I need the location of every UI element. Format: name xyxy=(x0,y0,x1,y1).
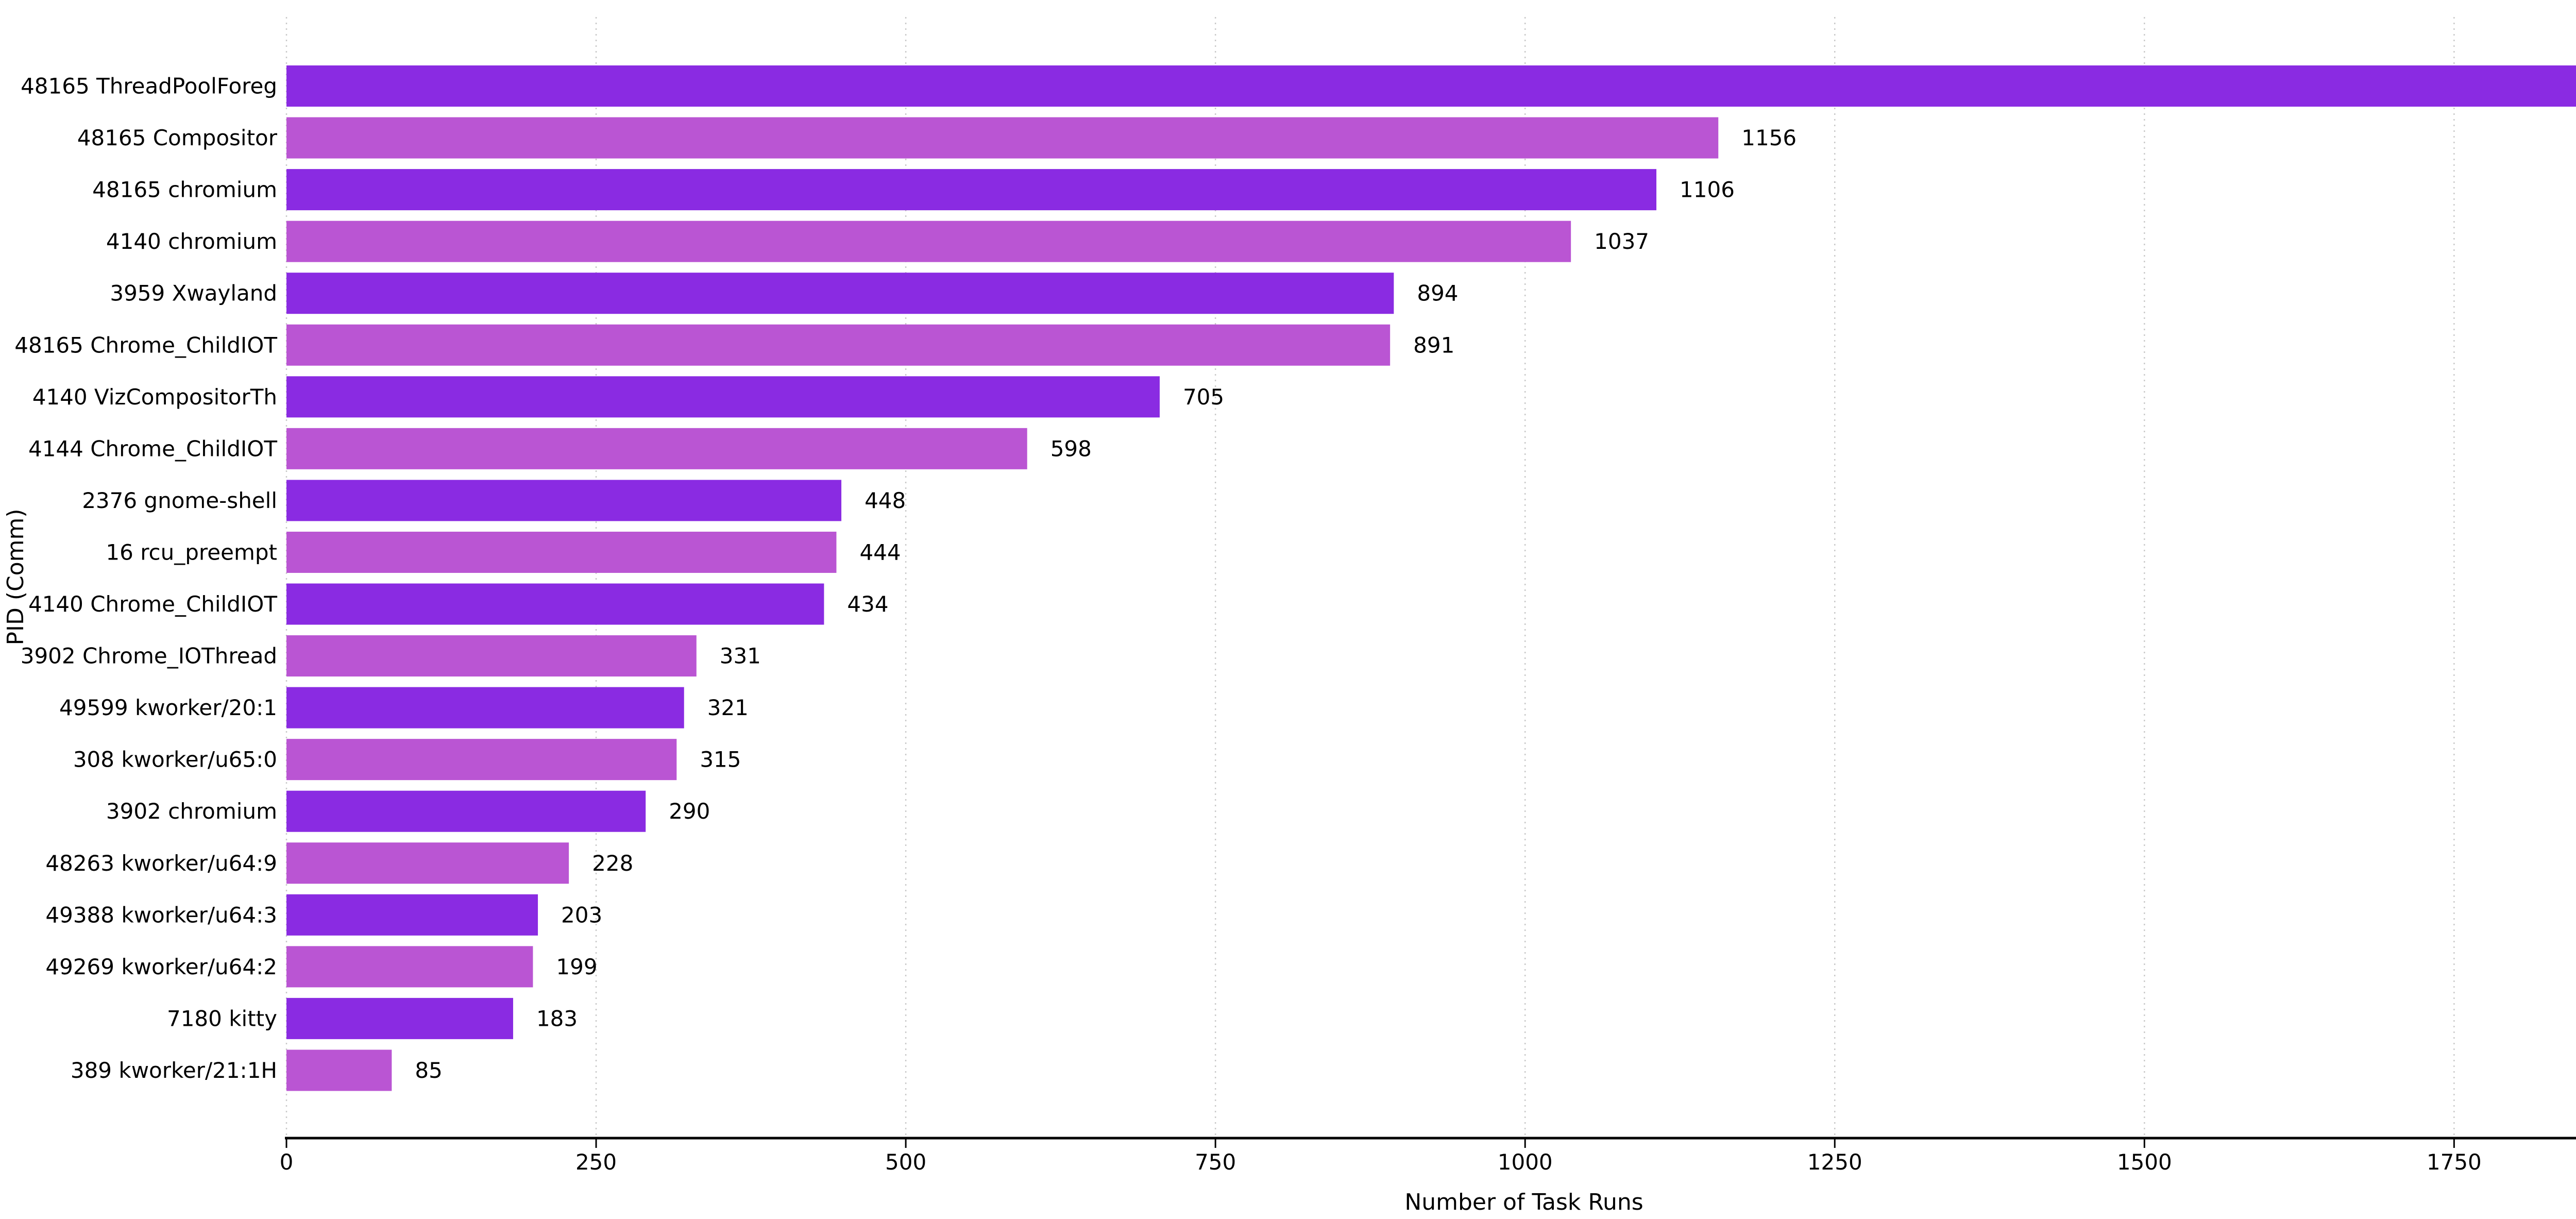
bar xyxy=(286,946,533,988)
bar xyxy=(286,221,1571,262)
y-tick-label: 48165 Compositor xyxy=(77,125,278,150)
bar xyxy=(286,739,677,781)
bar-value-label: 228 xyxy=(592,851,633,876)
bar xyxy=(286,169,1657,211)
x-axis: 0 250 500 750 1000 1250 1500 1750 xyxy=(280,1137,2576,1175)
x-tick-label: 1000 xyxy=(1498,1149,1553,1175)
y-axis-title: PID (Comm) xyxy=(3,509,29,645)
bar xyxy=(286,790,646,832)
y-tick-label: 49269 kworker/u64:2 xyxy=(45,954,277,979)
bar xyxy=(286,531,837,573)
bar-value-label: 321 xyxy=(707,695,749,720)
bar-value-label: 434 xyxy=(847,591,888,617)
y-tick-label: 4140 VizCompositorTh xyxy=(32,384,277,410)
bar-value-label: 315 xyxy=(700,747,741,772)
y-tick-label: 49599 kworker/20:1 xyxy=(59,695,277,720)
x-tick-label: 1500 xyxy=(2117,1149,2172,1175)
bar-value-label: 331 xyxy=(720,644,761,669)
y-tick-label: 4144 Chrome_ChildIOT xyxy=(28,436,277,461)
bar xyxy=(286,842,569,884)
bar xyxy=(286,376,1160,418)
bar-value-label: 290 xyxy=(669,799,710,824)
y-tick-label: 4140 chromium xyxy=(106,229,277,254)
y-tick-label: 49388 kworker/u64:3 xyxy=(45,902,277,927)
bar xyxy=(286,1049,392,1091)
y-tick-label: 3959 Xwayland xyxy=(110,281,277,306)
y-tick-label: 48165 chromium xyxy=(92,177,277,202)
x-tick-label: 1250 xyxy=(1807,1149,1862,1175)
y-tick-labels: 48165 ThreadPoolForeg 48165 Compositor 481… xyxy=(14,74,277,1083)
bar xyxy=(286,324,1391,366)
x-tick-label: 1750 xyxy=(2427,1149,2482,1175)
bar-value-label: 1106 xyxy=(1680,177,1735,202)
bar-value-label: 705 xyxy=(1183,384,1224,410)
bar xyxy=(286,635,697,677)
bar xyxy=(286,480,842,521)
y-tick-label: 308 kworker/u65:0 xyxy=(73,747,277,772)
bar xyxy=(286,687,684,729)
bar-value-label: 444 xyxy=(859,539,901,565)
x-axis-title: Number of Task Runs xyxy=(1404,1189,1643,1215)
bar xyxy=(286,894,538,936)
y-tick-label: 4140 Chrome_ChildIOT xyxy=(28,591,277,617)
bar-value-label: 448 xyxy=(865,488,906,513)
bar xyxy=(286,428,1027,469)
y-tick-label: 48165 ThreadPoolForeg xyxy=(21,74,277,99)
bar-value-label: 199 xyxy=(556,954,597,979)
bars xyxy=(286,65,2576,1091)
bar xyxy=(286,117,1719,159)
y-tick-label: 3902 chromium xyxy=(106,799,277,824)
bar-value-label: 183 xyxy=(536,1006,578,1031)
y-tick-label: 7180 kitty xyxy=(167,1006,277,1031)
bar-value-label: 1037 xyxy=(1594,229,1649,254)
y-tick-label: 2376 gnome-shell xyxy=(82,488,277,513)
x-tick-label: 0 xyxy=(280,1149,294,1175)
y-tick-label: 48165 Chrome_ChildIOT xyxy=(14,332,277,358)
bar-value-label: 894 xyxy=(1417,281,1458,306)
bar-value-label: 1156 xyxy=(1741,125,1797,150)
bar xyxy=(286,997,513,1039)
bar-value-label: 203 xyxy=(561,902,602,927)
y-tick-label: 3902 Chrome_IOThread xyxy=(21,644,277,669)
bar xyxy=(286,583,824,625)
bar-value-label: 891 xyxy=(1413,332,1454,358)
bar-value-label: 85 xyxy=(415,1058,442,1083)
x-tick-label: 750 xyxy=(1195,1149,1236,1175)
y-tick-label: 16 rcu_preempt xyxy=(106,539,277,565)
y-tick-label: 48263 kworker/u64:9 xyxy=(45,851,277,876)
y-tick-label: 389 kworker/21:1H xyxy=(71,1058,277,1083)
bar-value-labels: 1895115611061037894891705598448444434331… xyxy=(415,125,1797,1083)
bar-value-label: 598 xyxy=(1050,436,1092,461)
bar xyxy=(286,273,1394,314)
x-tick-label: 500 xyxy=(885,1149,926,1175)
x-tick-label: 250 xyxy=(575,1149,617,1175)
bar xyxy=(286,65,2576,107)
